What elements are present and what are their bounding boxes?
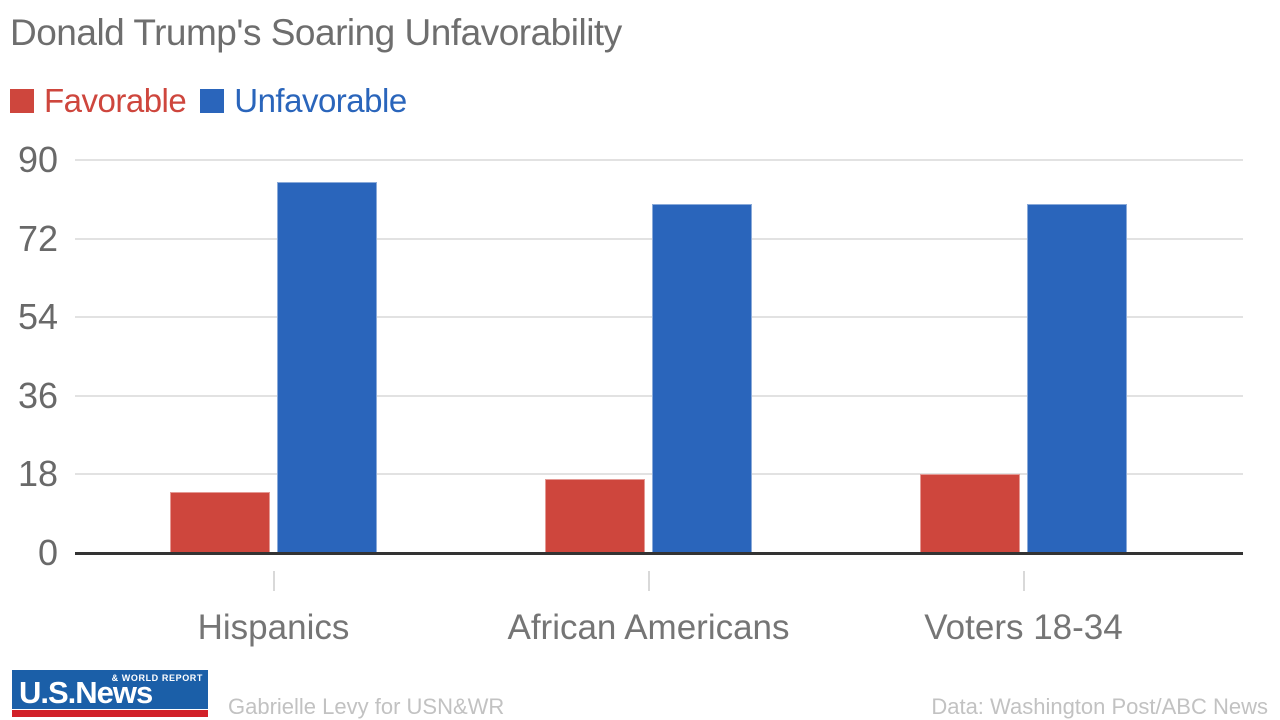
bar-unfavorable-african-americans	[652, 203, 752, 553]
bar-favorable-hispanics	[170, 491, 270, 553]
usnews-logo: U.S.News & WORLD REPORT	[12, 670, 208, 717]
author-credit: Gabrielle Levy for USN&WR	[228, 694, 505, 719]
bar-unfavorable-hispanics	[277, 181, 377, 553]
usnews-logo-tagline: & WORLD REPORT	[111, 673, 203, 683]
usnews-logo-red-stripe	[12, 710, 208, 717]
x-axis-baseline	[75, 552, 1243, 555]
legend-label-favorable: Favorable	[44, 82, 187, 119]
usnews-logo-blue-box: U.S.News & WORLD REPORT	[12, 670, 208, 709]
category-label-african-americans: African Americans	[507, 608, 790, 647]
y-axis-label-54: 54	[17, 296, 58, 338]
chart-legend: Favorable Unfavorable	[10, 82, 407, 120]
usnews-logo-wordmark: U.S.News	[19, 675, 153, 710]
chart-title: Donald Trump's Soaring Unfavorability	[10, 12, 622, 53]
unfavorable-swatch-icon	[200, 89, 225, 113]
y-axis-label-36: 36	[17, 374, 58, 416]
category-label-voters-18-34: Voters 18-34	[924, 608, 1123, 647]
data-source-credit: Data: Washington Post/ABC News	[931, 694, 1268, 719]
x-axis-tick-2	[647, 571, 650, 591]
y-axis-label-90: 90	[17, 139, 58, 180]
x-axis-tick-3	[1022, 571, 1025, 591]
favorable-swatch-icon	[10, 89, 34, 113]
category-label-hispanics: Hispanics	[197, 608, 350, 647]
y-axis-label-72: 72	[17, 217, 58, 259]
legend-item-favorable: Favorable	[10, 82, 187, 120]
y-axis-label-18: 18	[17, 453, 58, 495]
bar-unfavorable-voters-18-34	[1027, 203, 1127, 553]
legend-item-unfavorable: Unfavorable	[200, 82, 407, 120]
gridline-y-90	[75, 159, 1243, 161]
x-axis-tick-1	[272, 571, 275, 591]
bar-favorable-african-americans	[545, 478, 645, 553]
y-axis-label-0: 0	[37, 532, 58, 573]
legend-label-unfavorable: Unfavorable	[234, 82, 407, 119]
bar-favorable-voters-18-34	[920, 474, 1020, 553]
